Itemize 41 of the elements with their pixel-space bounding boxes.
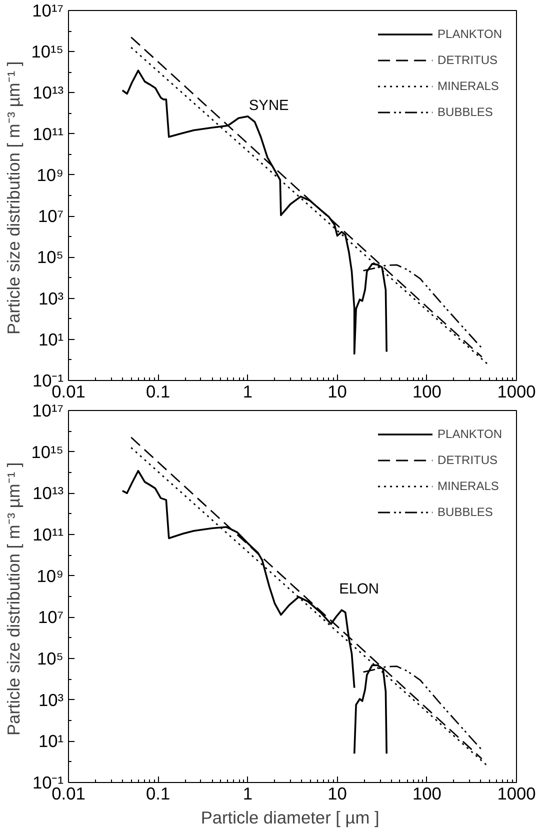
y-axis-title: Particle size distribution [ m⁻³ µm⁻¹ ] <box>3 462 24 736</box>
legend-label: BUBBLES <box>438 105 493 119</box>
x-tick-label: 10 <box>328 382 347 402</box>
legend-label: MINERALS <box>438 79 499 93</box>
x-tick-label: 1 <box>242 784 253 804</box>
x-tick-label: 100 <box>412 784 442 804</box>
x-tick-label: 1000 <box>497 382 536 402</box>
y-tick-label: 10¹¹ <box>32 124 64 144</box>
legend-label: PLANKTON <box>438 27 502 41</box>
y-tick-label: 10¹ <box>38 731 64 752</box>
y-tick-label: 10¹¹ <box>32 524 64 544</box>
y-tick-label: 10¹⁷ <box>32 400 64 420</box>
y-tick-label: 10⁹ <box>36 566 64 586</box>
x-tick-label: 1 <box>242 382 253 402</box>
x-tick-label: 0.1 <box>146 784 170 804</box>
y-tick-label: 10⁹ <box>36 164 64 185</box>
annotation: SYNE <box>248 98 290 114</box>
legend-label: BUBBLES <box>438 505 493 519</box>
legend-label: DETRITUS <box>438 453 498 467</box>
y-tick-label: 10³ <box>38 288 64 308</box>
y-tick-label: 10⁷ <box>38 206 64 226</box>
y-tick-label: 10¹⁵ <box>31 442 64 462</box>
annotation: ELON <box>339 582 380 598</box>
y-tick-label: 10⁷ <box>38 607 64 628</box>
x-tick-label: 0.1 <box>146 382 170 402</box>
y-tick-label: 10¹ <box>38 329 64 350</box>
y-tick-label: 10¹³ <box>32 82 64 103</box>
y-tick-label: 10¹⁵ <box>31 42 64 62</box>
legend-label: PLANKTON <box>438 427 502 441</box>
y-tick-label: 10⁵ <box>37 247 64 268</box>
y-tick-label: 10³ <box>38 690 64 710</box>
legend-label: DETRITUS <box>438 53 498 67</box>
y-axis-title: Particle size distribution [ m⁻³ µm⁻¹ ] <box>3 61 24 335</box>
x-axis-title: Particle diameter [ µm ] <box>200 808 380 828</box>
x-tick-label: 10 <box>328 784 347 804</box>
x-tick-label: 100 <box>412 382 442 402</box>
x-tick-label: 1000 <box>497 784 536 804</box>
y-tick-label: 10⁵ <box>37 648 64 668</box>
legend-label: MINERALS <box>438 479 499 493</box>
y-tick-label: 10¹³ <box>32 483 64 504</box>
y-tick-label: 10¹⁷ <box>32 0 64 20</box>
